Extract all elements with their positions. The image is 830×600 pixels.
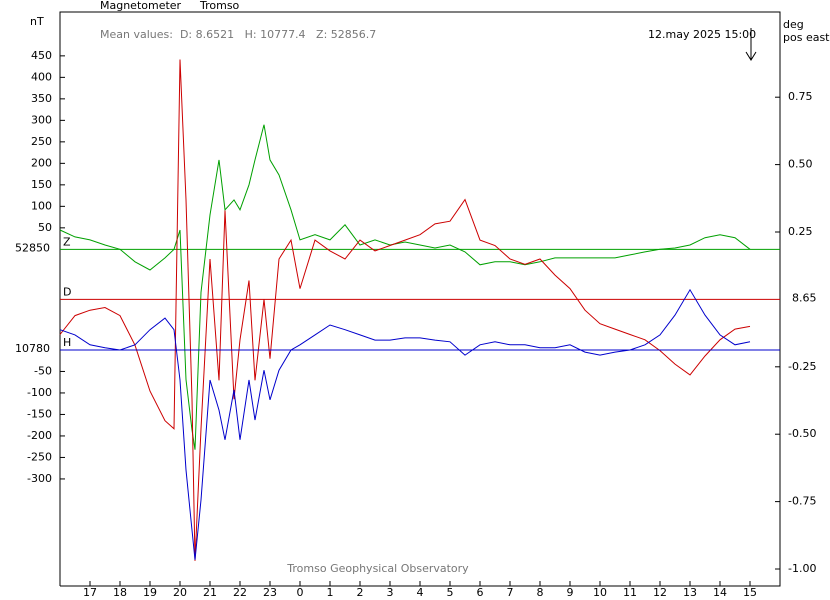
x-tick-label: 8 <box>537 586 544 599</box>
y-tick-label: -100 <box>27 386 52 399</box>
y-tick-label: -150 <box>27 407 52 420</box>
x-tick-label: 23 <box>263 586 277 599</box>
x-tick-label: 20 <box>173 586 187 599</box>
baseline-label: 8.65 <box>792 291 817 304</box>
y-tick-label: 100 <box>31 199 52 212</box>
baseline-label: 10780 <box>15 342 50 355</box>
x-tick-label: 21 <box>203 586 217 599</box>
series-line <box>59 59 751 561</box>
series-name: Z <box>63 235 71 248</box>
chart-subtitle: Tromso <box>199 0 240 12</box>
y2-unit: pos east <box>783 31 830 44</box>
x-tick-label: 10 <box>593 586 607 599</box>
x-tick-label: 3 <box>387 586 394 599</box>
mean-values: Mean values: D: 8.6521 H: 10777.4 Z: 528… <box>100 28 376 41</box>
x-tick-label: 12 <box>653 586 667 599</box>
series-line <box>59 124 751 450</box>
y-tick-label: -50 <box>34 364 52 377</box>
series-name: D <box>63 285 71 298</box>
x-tick-label: 2 <box>357 586 364 599</box>
x-tick-label: 0 <box>297 586 304 599</box>
y2-unit: deg <box>783 18 804 31</box>
x-tick-label: 1 <box>327 586 334 599</box>
y-tick-label: 450 <box>31 49 52 62</box>
y-tick-label: 150 <box>31 178 52 191</box>
x-tick-label: 4 <box>417 586 424 599</box>
y-unit: nT <box>30 15 44 28</box>
series-name: H <box>63 336 71 349</box>
x-tick-label: 22 <box>233 586 247 599</box>
y-tick-label: -250 <box>27 450 52 463</box>
timestamp: 12.may 2025 15:00 <box>648 28 756 41</box>
y-tick-label: 400 <box>31 70 52 83</box>
y-tick-label: -1.00 <box>788 562 816 575</box>
y-tick-label: 0.50 <box>788 158 813 171</box>
series-line <box>59 288 751 560</box>
x-tick-label: 5 <box>447 586 454 599</box>
y-tick-label: -200 <box>27 429 52 442</box>
y-tick-label: 350 <box>31 92 52 105</box>
y-tick-label: -0.50 <box>788 427 816 440</box>
y-tick-label: 0.25 <box>788 225 813 238</box>
chart-title: Magnetometer <box>100 0 182 12</box>
y-tick-label: -300 <box>27 472 52 485</box>
x-tick-label: 7 <box>507 586 514 599</box>
x-tick-label: 15 <box>743 586 757 599</box>
y-tick-label: 300 <box>31 113 52 126</box>
y-tick-label: -0.25 <box>788 360 816 373</box>
x-tick-label: 6 <box>477 586 484 599</box>
y-tick-label: -0.75 <box>788 495 816 508</box>
y-tick-label: 200 <box>31 156 52 169</box>
y-tick-label: 50 <box>38 221 52 234</box>
x-tick-label: 14 <box>713 586 727 599</box>
x-tick-label: 19 <box>143 586 157 599</box>
x-tick-label: 13 <box>683 586 697 599</box>
time-arrow-head <box>745 51 757 61</box>
x-tick-label: 11 <box>623 586 637 599</box>
x-tick-label: 18 <box>113 586 127 599</box>
y-tick-label: 0.75 <box>788 90 813 103</box>
x-tick-label: 9 <box>567 586 574 599</box>
x-tick-label: 17 <box>83 586 97 599</box>
y-tick-label: 250 <box>31 135 52 148</box>
footer: Tromso Geophysical Observatory <box>286 562 469 575</box>
baseline-label: 52850 <box>15 241 50 254</box>
